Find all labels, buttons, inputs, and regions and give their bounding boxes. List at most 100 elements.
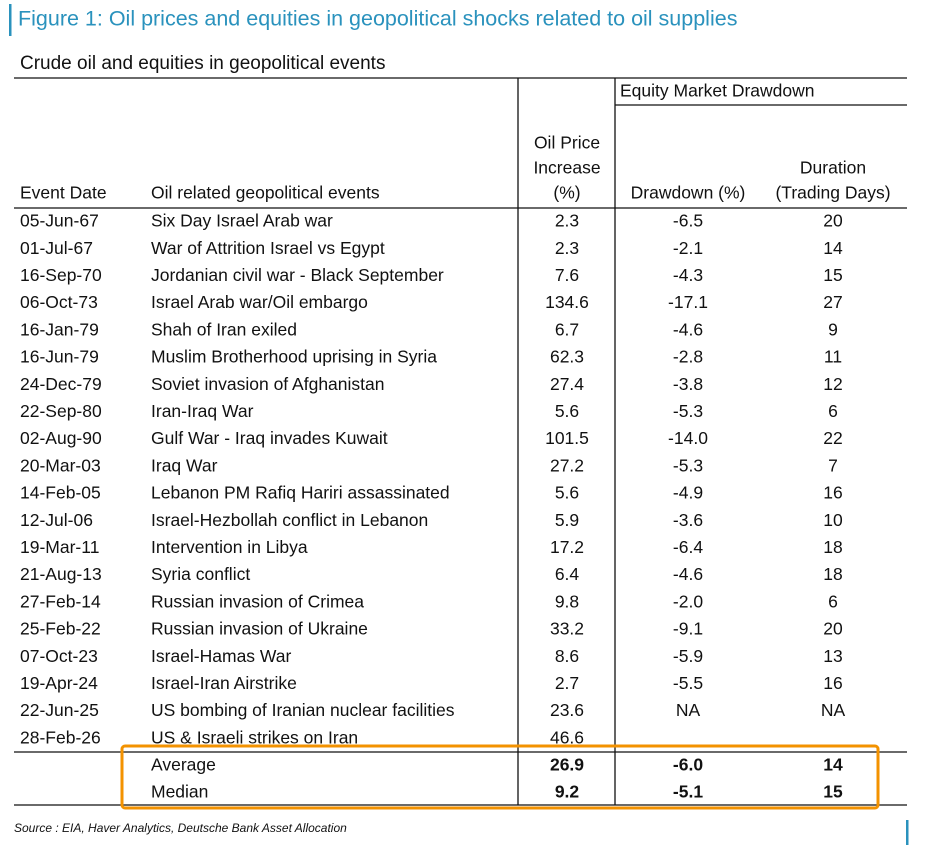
table-cell: Iraq War xyxy=(151,455,218,475)
table-cell: -4.6 xyxy=(673,564,703,584)
table-cell: -5.3 xyxy=(673,455,703,475)
table-cell: 7.6 xyxy=(555,265,579,285)
table-cell: -17.1 xyxy=(668,292,708,312)
table-cell: -6.5 xyxy=(673,211,703,231)
table-cell: Soviet invasion of Afghanistan xyxy=(151,374,385,394)
table-cell: -2.1 xyxy=(673,238,703,258)
table-cell: -6.4 xyxy=(673,537,703,557)
table-cell: 12 xyxy=(823,374,842,394)
table-cell: 20-Mar-03 xyxy=(20,455,101,475)
table-cell: 17.2 xyxy=(550,537,584,557)
corner-bar xyxy=(906,820,909,845)
table-cell: 16-Sep-70 xyxy=(20,265,102,285)
table-cell: 5.9 xyxy=(555,510,579,530)
column-header: Duration xyxy=(800,158,866,178)
table-cell: 6.4 xyxy=(555,564,580,584)
table-cell: 33.2 xyxy=(550,619,584,639)
table-cell: -2.8 xyxy=(673,347,703,367)
table-cell: 19-Mar-11 xyxy=(20,537,99,557)
table-cell: -3.8 xyxy=(673,374,703,394)
table-cell: 18 xyxy=(823,564,842,584)
table-cell: 46.6 xyxy=(550,727,584,747)
table-cell: -9.1 xyxy=(673,619,703,639)
table-cell: -3.6 xyxy=(673,510,703,530)
table-body: Event Date Oil related geopolitical event… xyxy=(20,133,891,802)
table-cell: 10 xyxy=(823,510,843,530)
table-cell: 2.7 xyxy=(555,673,579,693)
table-cell: 28-Feb-26 xyxy=(20,727,101,747)
summary-cell: -5.1 xyxy=(673,782,703,802)
table-cell: Muslim Brotherhood uprising in Syria xyxy=(151,347,437,367)
table-cell: 16 xyxy=(823,483,842,503)
table-cell: 2.3 xyxy=(555,238,579,258)
table-cell: Israel-Hamas War xyxy=(151,646,292,666)
table-cell: Israel Arab war/Oil embargo xyxy=(151,292,368,312)
table-cell: 19-Apr-24 xyxy=(20,673,98,693)
table-cell: -4.3 xyxy=(673,265,703,285)
column-header: Oil Price xyxy=(534,133,600,153)
table-cell: 25-Feb-22 xyxy=(20,619,101,639)
table-cell: Russian invasion of Crimea xyxy=(151,591,364,611)
table-cell: 12-Jul-06 xyxy=(20,510,93,530)
table-cell: Six Day Israel Arab war xyxy=(151,211,333,231)
source: Source : EIA, Haver Analytics, Deutsche … xyxy=(14,821,347,835)
column-header: (Trading Days) xyxy=(775,183,890,203)
table-cell: -2.0 xyxy=(673,591,703,611)
table-cell: 11 xyxy=(824,347,842,367)
table-cell: 05-Jun-67 xyxy=(20,211,99,231)
highlight-box xyxy=(120,744,880,810)
table-cell: 22-Jun-25 xyxy=(20,700,99,720)
table-cell: 27 xyxy=(823,292,842,312)
table-cell: 62.3 xyxy=(550,347,584,367)
table-cell: Russian invasion of Ukraine xyxy=(151,619,368,639)
table-cell: 27.2 xyxy=(550,455,584,475)
table-cell: 6.7 xyxy=(555,319,579,339)
table-title: Crude oil and equities in geopolitical e… xyxy=(20,53,385,74)
table-cell: Israel-Iran Airstrike xyxy=(151,673,297,693)
summary-cell: 26.9 xyxy=(550,755,584,775)
table-cell: -5.5 xyxy=(673,673,703,693)
summary-cell: -6.0 xyxy=(673,755,703,775)
table-cell: 20 xyxy=(823,211,843,231)
table-cell: 06-Oct-73 xyxy=(20,292,98,312)
table-cell: Israel-Hezbollah conflict in Lebanon xyxy=(151,510,428,530)
table-cell: Shah of Iran exiled xyxy=(151,319,297,339)
column-header: Increase xyxy=(533,158,600,178)
table-cell: 16-Jan-79 xyxy=(20,319,99,339)
table-cell: 5.6 xyxy=(555,401,579,421)
summary-cell: 15 xyxy=(823,782,843,802)
table-cell: 101.5 xyxy=(545,428,589,448)
table-cell: US & Israeli strikes on Iran xyxy=(151,727,358,747)
table-cell: 5.6 xyxy=(555,483,579,503)
table-cell: 14-Feb-05 xyxy=(20,483,101,503)
summary-cell: 9.2 xyxy=(555,782,580,802)
table-cell: 07-Oct-23 xyxy=(20,646,98,666)
table-cell: -4.6 xyxy=(673,319,703,339)
table-cell: Intervention in Libya xyxy=(151,537,308,557)
summary-cell: Median xyxy=(151,782,208,802)
column-header: (%) xyxy=(553,183,580,203)
table-cell: 13 xyxy=(823,646,842,666)
group-header: Equity Market Drawdown xyxy=(620,81,815,101)
table-cell: 14 xyxy=(823,238,843,258)
table-cell: NA xyxy=(676,700,701,720)
table-cell: 16-Jun-79 xyxy=(20,347,99,367)
title-bar xyxy=(9,4,12,36)
table-cell: -4.9 xyxy=(673,483,703,503)
summary-cell: Average xyxy=(151,755,216,775)
table-cell: Jordanian civil war - Black September xyxy=(151,265,444,285)
table-cell: 24-Dec-79 xyxy=(20,374,102,394)
table-cell: 18 xyxy=(823,537,842,557)
table-cell: 27-Feb-14 xyxy=(20,591,101,611)
table-cell: US bombing of Iranian nuclear facilities xyxy=(151,700,455,720)
table-cell: 01-Jul-67 xyxy=(20,238,93,258)
table-cell: -5.3 xyxy=(673,401,703,421)
column-header: Drawdown (%) xyxy=(631,183,746,203)
table-cell: War of Attrition Israel vs Egypt xyxy=(151,238,385,258)
table-cell: 2.3 xyxy=(555,211,579,231)
summary-cell: 14 xyxy=(823,755,843,775)
column-header: Oil related geopolitical events xyxy=(151,183,380,203)
table-cell: 22 xyxy=(823,428,842,448)
table-cell: 15 xyxy=(823,265,842,285)
